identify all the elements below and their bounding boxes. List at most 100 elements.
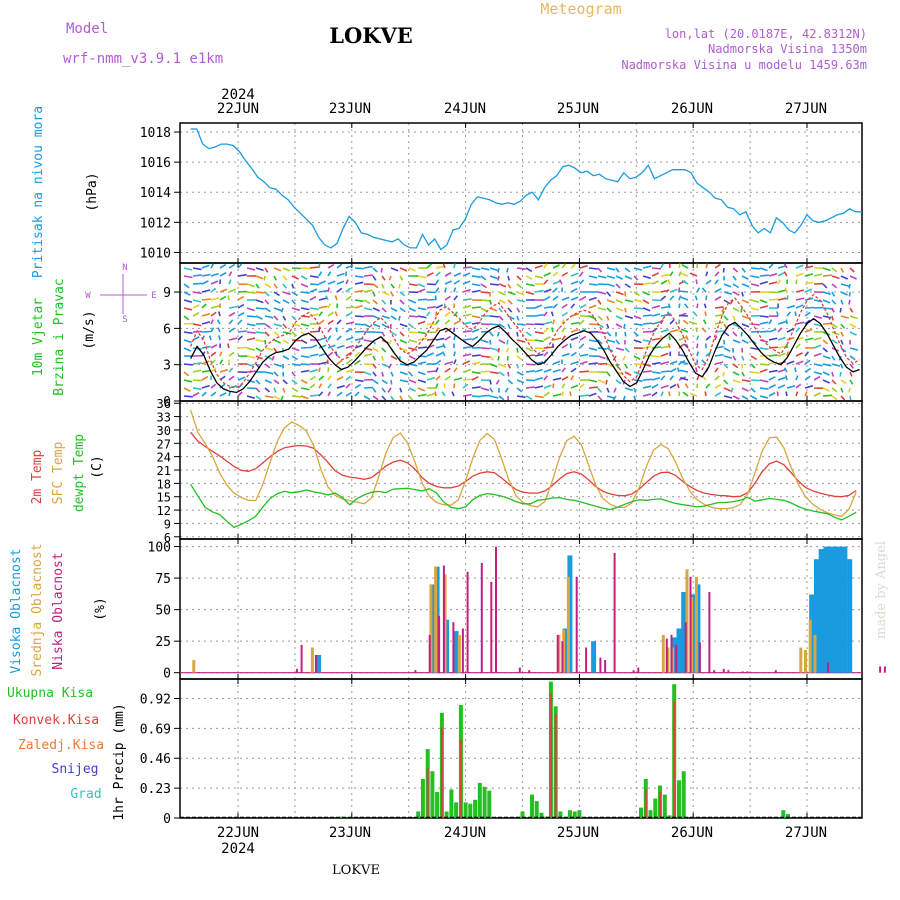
wind-arrow [435, 327, 440, 333]
wind-arrow [372, 267, 378, 273]
wind-arrow [722, 267, 725, 273]
wind-arrow [363, 395, 371, 401]
wind-arrow [201, 369, 211, 373]
wind-arrow [354, 304, 363, 309]
cloud-bar [666, 647, 670, 673]
wind-arrow [471, 328, 480, 333]
wind-arrow [534, 368, 543, 373]
cloud-bar [879, 666, 882, 673]
wind-arrow [381, 315, 390, 320]
wind-arrow [579, 303, 587, 309]
wind-arrow [804, 311, 811, 317]
wind-arrow [399, 291, 406, 297]
wind-arrow [840, 299, 844, 305]
compass-e: E [151, 291, 156, 301]
wind-arrow [714, 306, 724, 309]
wind-arrow [462, 346, 472, 349]
wind-arrow [606, 339, 616, 343]
wind-arrow [345, 264, 354, 269]
wind-arrow [434, 391, 437, 397]
wind-arrow [336, 272, 345, 277]
wind-arrow [516, 283, 523, 289]
wind-arrow [558, 279, 563, 285]
wind-arrow [291, 275, 300, 280]
wind-arrow [201, 321, 211, 325]
wind-arrow [624, 299, 634, 303]
wind-arrow [273, 291, 280, 297]
wind-arrow [750, 275, 760, 279]
wind-arrow [642, 354, 652, 357]
wind-arrow [399, 299, 405, 305]
wind-arrow [426, 311, 431, 317]
wind-arrow [273, 323, 283, 327]
wind-arrow [381, 307, 387, 313]
wind-arrow [327, 319, 334, 325]
wind-arrow [768, 281, 778, 285]
wind-arrow [651, 361, 661, 365]
wind-arrow [660, 289, 670, 293]
wind-arrow [839, 371, 842, 377]
wind-arrow [759, 321, 769, 325]
wind-arrow [588, 283, 598, 286]
precip-bar [534, 801, 539, 818]
wind-arrow [668, 391, 671, 397]
cloud-bar [561, 641, 564, 673]
wind-arrow [506, 267, 509, 273]
wind-arrow [264, 267, 269, 273]
wind-arrow [579, 383, 585, 389]
wind-arrow [723, 379, 729, 385]
wind-arrow [471, 386, 481, 389]
wind-arrow [309, 283, 319, 286]
wind-arrow [237, 290, 247, 293]
wind-arrow [218, 335, 221, 341]
wind-arrow [831, 371, 835, 377]
wind-arrow [264, 323, 271, 329]
wind-arrow [183, 322, 194, 325]
wind-arrow [273, 331, 280, 337]
wind-arrow [300, 395, 309, 400]
wind-arrow [783, 367, 788, 373]
wind-arrow [453, 279, 461, 285]
wind-arrow [702, 319, 707, 325]
wind-arrow [372, 291, 376, 297]
precip-bar [659, 792, 661, 818]
wind-arrow [210, 327, 215, 333]
wind-arrow [534, 304, 543, 309]
bottom-year: 2024 [221, 841, 255, 857]
wind-arrow [831, 275, 840, 280]
wind-arrow [597, 267, 603, 273]
precip-bar [639, 807, 643, 818]
wind-arrow [759, 305, 769, 309]
wind-arrow [507, 363, 512, 369]
wind-arrow [498, 315, 504, 321]
wind-arrow [444, 375, 451, 381]
wind-arrow [849, 395, 852, 401]
wind-arrow [750, 371, 760, 374]
wind-arrow [426, 291, 436, 294]
precip-bar [572, 811, 577, 818]
wind-arrow [606, 291, 612, 297]
wind-arrow [183, 339, 192, 344]
precip-bar [554, 714, 557, 818]
wind-arrow [551, 327, 554, 333]
wind-arrow [201, 384, 210, 389]
wind-arrow [741, 299, 750, 304]
wind-arrow [417, 275, 427, 279]
cloud-bar [661, 634, 665, 673]
wind-arrow [678, 271, 682, 277]
wind-arrow [201, 391, 207, 397]
wind-arrow [480, 347, 490, 350]
wind-arrow [309, 295, 317, 301]
wind-arrow [669, 329, 679, 333]
wind-arrow [561, 319, 565, 325]
wind-arrow [849, 275, 858, 280]
wind-arrow [282, 267, 291, 272]
wind-arrow [210, 305, 220, 309]
wind-arrow [381, 275, 386, 281]
wind-arrow [255, 283, 260, 289]
wind-arrow [309, 275, 319, 279]
wind-arrow [372, 323, 381, 328]
y-tick-label: 18 [157, 477, 171, 491]
wind-arrow [210, 311, 217, 317]
wind-arrow [516, 355, 523, 361]
